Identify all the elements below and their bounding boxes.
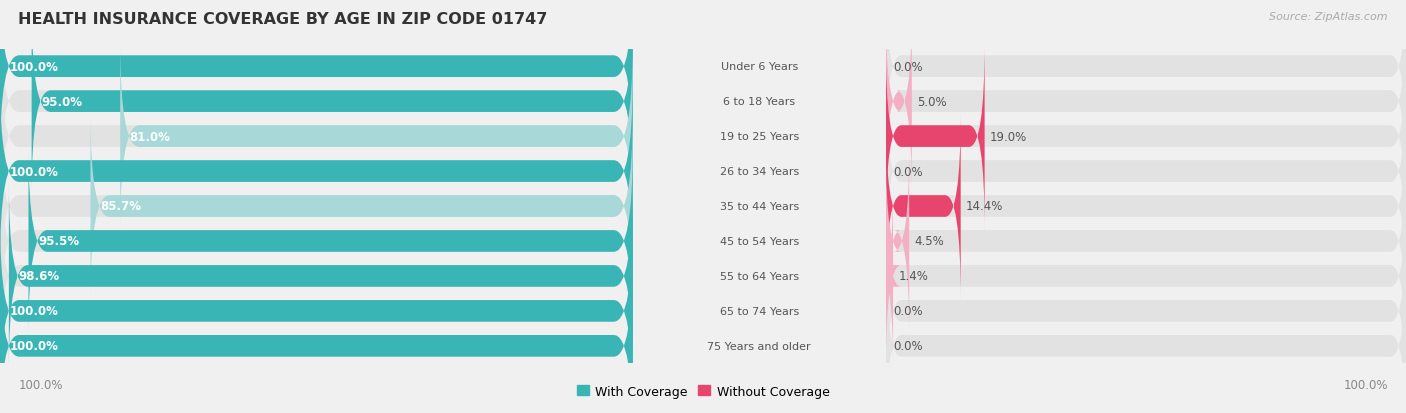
FancyBboxPatch shape	[0, 183, 633, 370]
Text: 100.0%: 100.0%	[10, 305, 59, 318]
Text: 95.5%: 95.5%	[38, 235, 79, 248]
FancyBboxPatch shape	[0, 252, 633, 413]
FancyBboxPatch shape	[886, 8, 911, 196]
FancyBboxPatch shape	[28, 147, 633, 335]
FancyBboxPatch shape	[886, 8, 1406, 196]
FancyBboxPatch shape	[886, 217, 1406, 405]
FancyBboxPatch shape	[0, 147, 633, 335]
FancyBboxPatch shape	[886, 0, 1406, 161]
Text: 0.0%: 0.0%	[894, 305, 924, 318]
Text: 100.0%: 100.0%	[10, 61, 59, 74]
FancyBboxPatch shape	[886, 113, 960, 300]
Text: Under 6 Years: Under 6 Years	[721, 62, 797, 72]
Text: 0.0%: 0.0%	[894, 165, 924, 178]
FancyBboxPatch shape	[0, 217, 633, 405]
FancyBboxPatch shape	[121, 43, 633, 230]
Text: 26 to 34 Years: 26 to 34 Years	[720, 166, 799, 177]
Text: 1.4%: 1.4%	[898, 270, 928, 283]
FancyBboxPatch shape	[886, 183, 1406, 370]
Text: 0.0%: 0.0%	[894, 339, 924, 352]
Text: 4.5%: 4.5%	[914, 235, 945, 248]
FancyBboxPatch shape	[0, 78, 633, 266]
FancyBboxPatch shape	[90, 113, 633, 300]
Text: 65 to 74 Years: 65 to 74 Years	[720, 306, 799, 316]
Text: 0.0%: 0.0%	[894, 61, 924, 74]
Text: 98.6%: 98.6%	[18, 270, 59, 283]
FancyBboxPatch shape	[877, 183, 901, 370]
Text: 19.0%: 19.0%	[990, 130, 1026, 143]
FancyBboxPatch shape	[0, 0, 633, 161]
Text: 5.0%: 5.0%	[917, 95, 946, 108]
Text: 6 to 18 Years: 6 to 18 Years	[723, 97, 796, 107]
FancyBboxPatch shape	[0, 252, 633, 413]
Text: 55 to 64 Years: 55 to 64 Years	[720, 271, 799, 281]
FancyBboxPatch shape	[0, 113, 633, 300]
FancyBboxPatch shape	[0, 217, 633, 405]
FancyBboxPatch shape	[0, 43, 633, 230]
FancyBboxPatch shape	[886, 113, 1406, 300]
Text: 75 Years and older: 75 Years and older	[707, 341, 811, 351]
Legend: With Coverage, Without Coverage: With Coverage, Without Coverage	[572, 380, 834, 403]
Text: 85.7%: 85.7%	[100, 200, 141, 213]
FancyBboxPatch shape	[8, 183, 633, 370]
FancyBboxPatch shape	[32, 8, 633, 196]
FancyBboxPatch shape	[886, 147, 1406, 335]
Text: 100.0%: 100.0%	[10, 339, 59, 352]
Text: 35 to 44 Years: 35 to 44 Years	[720, 202, 799, 211]
Text: 81.0%: 81.0%	[129, 130, 170, 143]
FancyBboxPatch shape	[886, 78, 1406, 266]
FancyBboxPatch shape	[886, 43, 984, 230]
Text: 19 to 25 Years: 19 to 25 Years	[720, 132, 799, 142]
Text: Source: ZipAtlas.com: Source: ZipAtlas.com	[1270, 12, 1388, 22]
FancyBboxPatch shape	[886, 252, 1406, 413]
Text: 14.4%: 14.4%	[966, 200, 1004, 213]
FancyBboxPatch shape	[0, 0, 633, 161]
Text: 100.0%: 100.0%	[18, 377, 63, 391]
FancyBboxPatch shape	[886, 147, 910, 335]
Text: 100.0%: 100.0%	[10, 165, 59, 178]
Text: 45 to 54 Years: 45 to 54 Years	[720, 236, 799, 247]
FancyBboxPatch shape	[0, 78, 633, 266]
Text: 100.0%: 100.0%	[1343, 377, 1388, 391]
Text: HEALTH INSURANCE COVERAGE BY AGE IN ZIP CODE 01747: HEALTH INSURANCE COVERAGE BY AGE IN ZIP …	[18, 12, 548, 27]
FancyBboxPatch shape	[0, 8, 633, 196]
Text: 95.0%: 95.0%	[41, 95, 82, 108]
FancyBboxPatch shape	[886, 43, 1406, 230]
